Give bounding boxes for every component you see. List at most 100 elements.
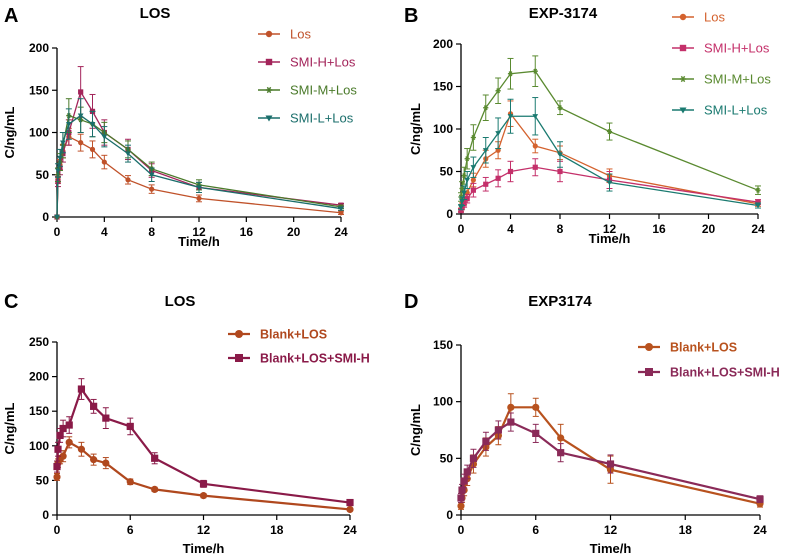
y-axis-label: C/ng/mL xyxy=(408,404,423,456)
legend-entry: Los xyxy=(258,27,311,42)
data-point xyxy=(532,164,538,170)
x-tick-label: 0 xyxy=(458,523,465,537)
series-blank-los-smi-h xyxy=(457,412,764,504)
legend-marker xyxy=(235,330,243,338)
legend-marker xyxy=(679,75,687,83)
data-point xyxy=(507,114,514,120)
data-point xyxy=(483,105,489,111)
data-point xyxy=(495,131,501,137)
y-tick-label: 250 xyxy=(29,335,49,349)
data-point xyxy=(495,175,501,181)
y-tick-label: 100 xyxy=(433,395,453,409)
data-point xyxy=(755,187,761,193)
data-point xyxy=(125,151,131,157)
data-point xyxy=(755,203,761,209)
data-point xyxy=(557,152,563,158)
x-axis-label: Time/h xyxy=(178,234,220,249)
data-point xyxy=(77,445,86,453)
data-point xyxy=(457,502,465,510)
data-point xyxy=(495,88,501,94)
legend-label: Los xyxy=(704,10,725,25)
data-point xyxy=(532,143,538,149)
panel-b: B EXP-3174 0 50 100 150 200 0 4 8 12 16 20 24 Time/h C/… xyxy=(404,5,771,246)
data-point xyxy=(126,422,134,431)
data-point xyxy=(557,105,563,111)
series-smi-m-los xyxy=(458,55,761,202)
legend-label: SMI-H+Los xyxy=(290,55,356,70)
data-point xyxy=(125,177,131,183)
x-tick-label: 0 xyxy=(458,222,465,236)
series-blank-los-smi-h xyxy=(53,378,354,507)
y-tick-label: 150 xyxy=(29,404,49,418)
data-point xyxy=(470,165,477,171)
y-tick-label: 100 xyxy=(29,126,49,140)
series-los xyxy=(54,127,344,220)
legend-entry: Blank+LOS+SMI-H xyxy=(638,366,780,380)
data-point xyxy=(755,199,761,205)
legend-label: Blank+LOS+SMI-H xyxy=(670,366,780,380)
data-point xyxy=(461,190,467,196)
x-axis-label: Time/h xyxy=(183,541,225,556)
data-point xyxy=(346,505,354,514)
x-tick-label: 12 xyxy=(604,523,618,537)
x-tick-label: 24 xyxy=(753,523,767,537)
y-tick-label: 50 xyxy=(440,451,454,465)
data-point xyxy=(557,434,565,442)
x-tick-label: 24 xyxy=(334,225,348,239)
y-tick-label: 50 xyxy=(440,165,454,179)
data-point xyxy=(469,454,478,462)
data-point xyxy=(482,437,490,445)
data-point xyxy=(90,402,98,410)
data-point xyxy=(507,418,515,426)
y-tick-label: 200 xyxy=(29,370,49,384)
data-point xyxy=(56,431,64,440)
x-tick-label: 8 xyxy=(557,222,564,236)
data-point xyxy=(460,477,468,485)
x-tick-label: 4 xyxy=(101,225,108,239)
y-tick-label: 50 xyxy=(36,473,50,487)
data-point xyxy=(78,89,84,95)
legend-entry: SMI-L+Los xyxy=(672,103,768,118)
x-tick-label: 0 xyxy=(54,225,61,239)
data-point xyxy=(557,449,565,457)
y-tick-label: 0 xyxy=(42,210,49,224)
data-point xyxy=(346,498,354,507)
series-smi-l-los xyxy=(458,97,761,211)
y-axis-label: C/ng/mL xyxy=(2,106,17,158)
legend-label: SMI-H+Los xyxy=(704,41,770,56)
data-point xyxy=(464,177,471,183)
legend-marker xyxy=(265,115,273,122)
legend-label: Blank+LOS xyxy=(260,328,327,342)
y-axis-label: C/ng/mL xyxy=(408,103,423,155)
data-point xyxy=(77,113,84,119)
y-tick-label: 0 xyxy=(446,508,453,522)
data-point xyxy=(196,185,202,191)
data-point xyxy=(459,199,465,205)
chart-title: EXP-3174 xyxy=(529,5,598,22)
legend-label: SMI-L+Los xyxy=(290,111,354,126)
data-point xyxy=(57,155,63,161)
data-point xyxy=(483,181,489,187)
data-point xyxy=(89,121,96,127)
data-point xyxy=(102,414,110,422)
y-tick-label: 0 xyxy=(446,207,453,221)
data-point xyxy=(470,187,476,193)
data-point xyxy=(458,205,464,211)
data-point xyxy=(507,403,515,411)
legend-marker xyxy=(235,354,243,362)
y-tick-label: 150 xyxy=(433,80,453,94)
data-point xyxy=(101,159,107,165)
data-point xyxy=(470,177,476,183)
legend-entry: Los xyxy=(672,10,725,25)
legend-label: SMI-M+Los xyxy=(290,83,357,98)
data-point xyxy=(338,210,344,216)
legend-label: Blank+LOS xyxy=(670,341,737,355)
x-tick-label: 4 xyxy=(507,222,514,236)
y-tick-label: 50 xyxy=(36,168,50,182)
legend-entry: Blank+LOS xyxy=(228,328,327,342)
data-point xyxy=(463,468,471,476)
legend-entry: SMI-M+Los xyxy=(672,72,771,87)
chart-title: LOS xyxy=(165,293,196,310)
series-blank-los xyxy=(457,393,764,510)
y-tick-label: 0 xyxy=(42,508,49,522)
